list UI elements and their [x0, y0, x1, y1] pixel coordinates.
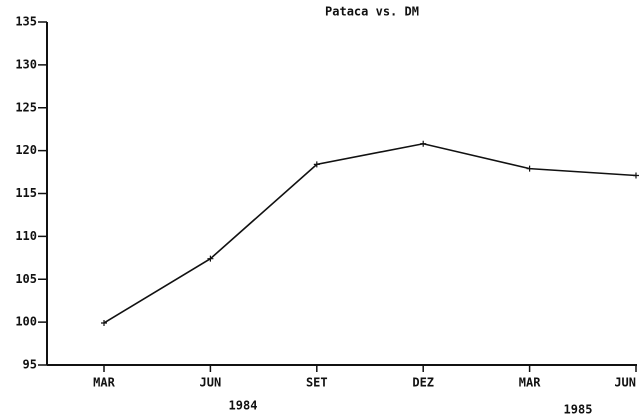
x-tick-label: SET: [306, 376, 328, 390]
line: [103, 142, 637, 324]
y-tick-label: 100: [15, 315, 37, 329]
point-marker: [101, 319, 107, 326]
y-tick-label: 115: [15, 186, 37, 200]
point-marker: [313, 161, 320, 168]
x-tick-label: JUN: [614, 376, 636, 390]
x-tick-label: JUN: [200, 376, 222, 390]
x-tick-label: MAR: [519, 376, 541, 390]
y-tick-label: 120: [15, 143, 37, 157]
point-marker: [526, 165, 533, 172]
x-tick-label: DEZ: [412, 376, 434, 390]
y-tick-label: 95: [23, 358, 37, 372]
x-tick-label: MAR: [93, 376, 115, 390]
y-tick-label: 110: [15, 229, 37, 243]
chart-title: Pataca vs. DM: [325, 5, 419, 19]
y-tick-label: 125: [15, 100, 37, 114]
year-label: 1985: [564, 403, 593, 417]
year-label: 1984: [229, 399, 258, 413]
point-marker: [420, 140, 427, 147]
y-tick-label: 105: [15, 272, 37, 286]
point-marker: [633, 172, 639, 179]
y-tick-label: 135: [15, 15, 37, 29]
point-marker: [207, 255, 214, 262]
y-tick-label: 130: [15, 57, 37, 71]
